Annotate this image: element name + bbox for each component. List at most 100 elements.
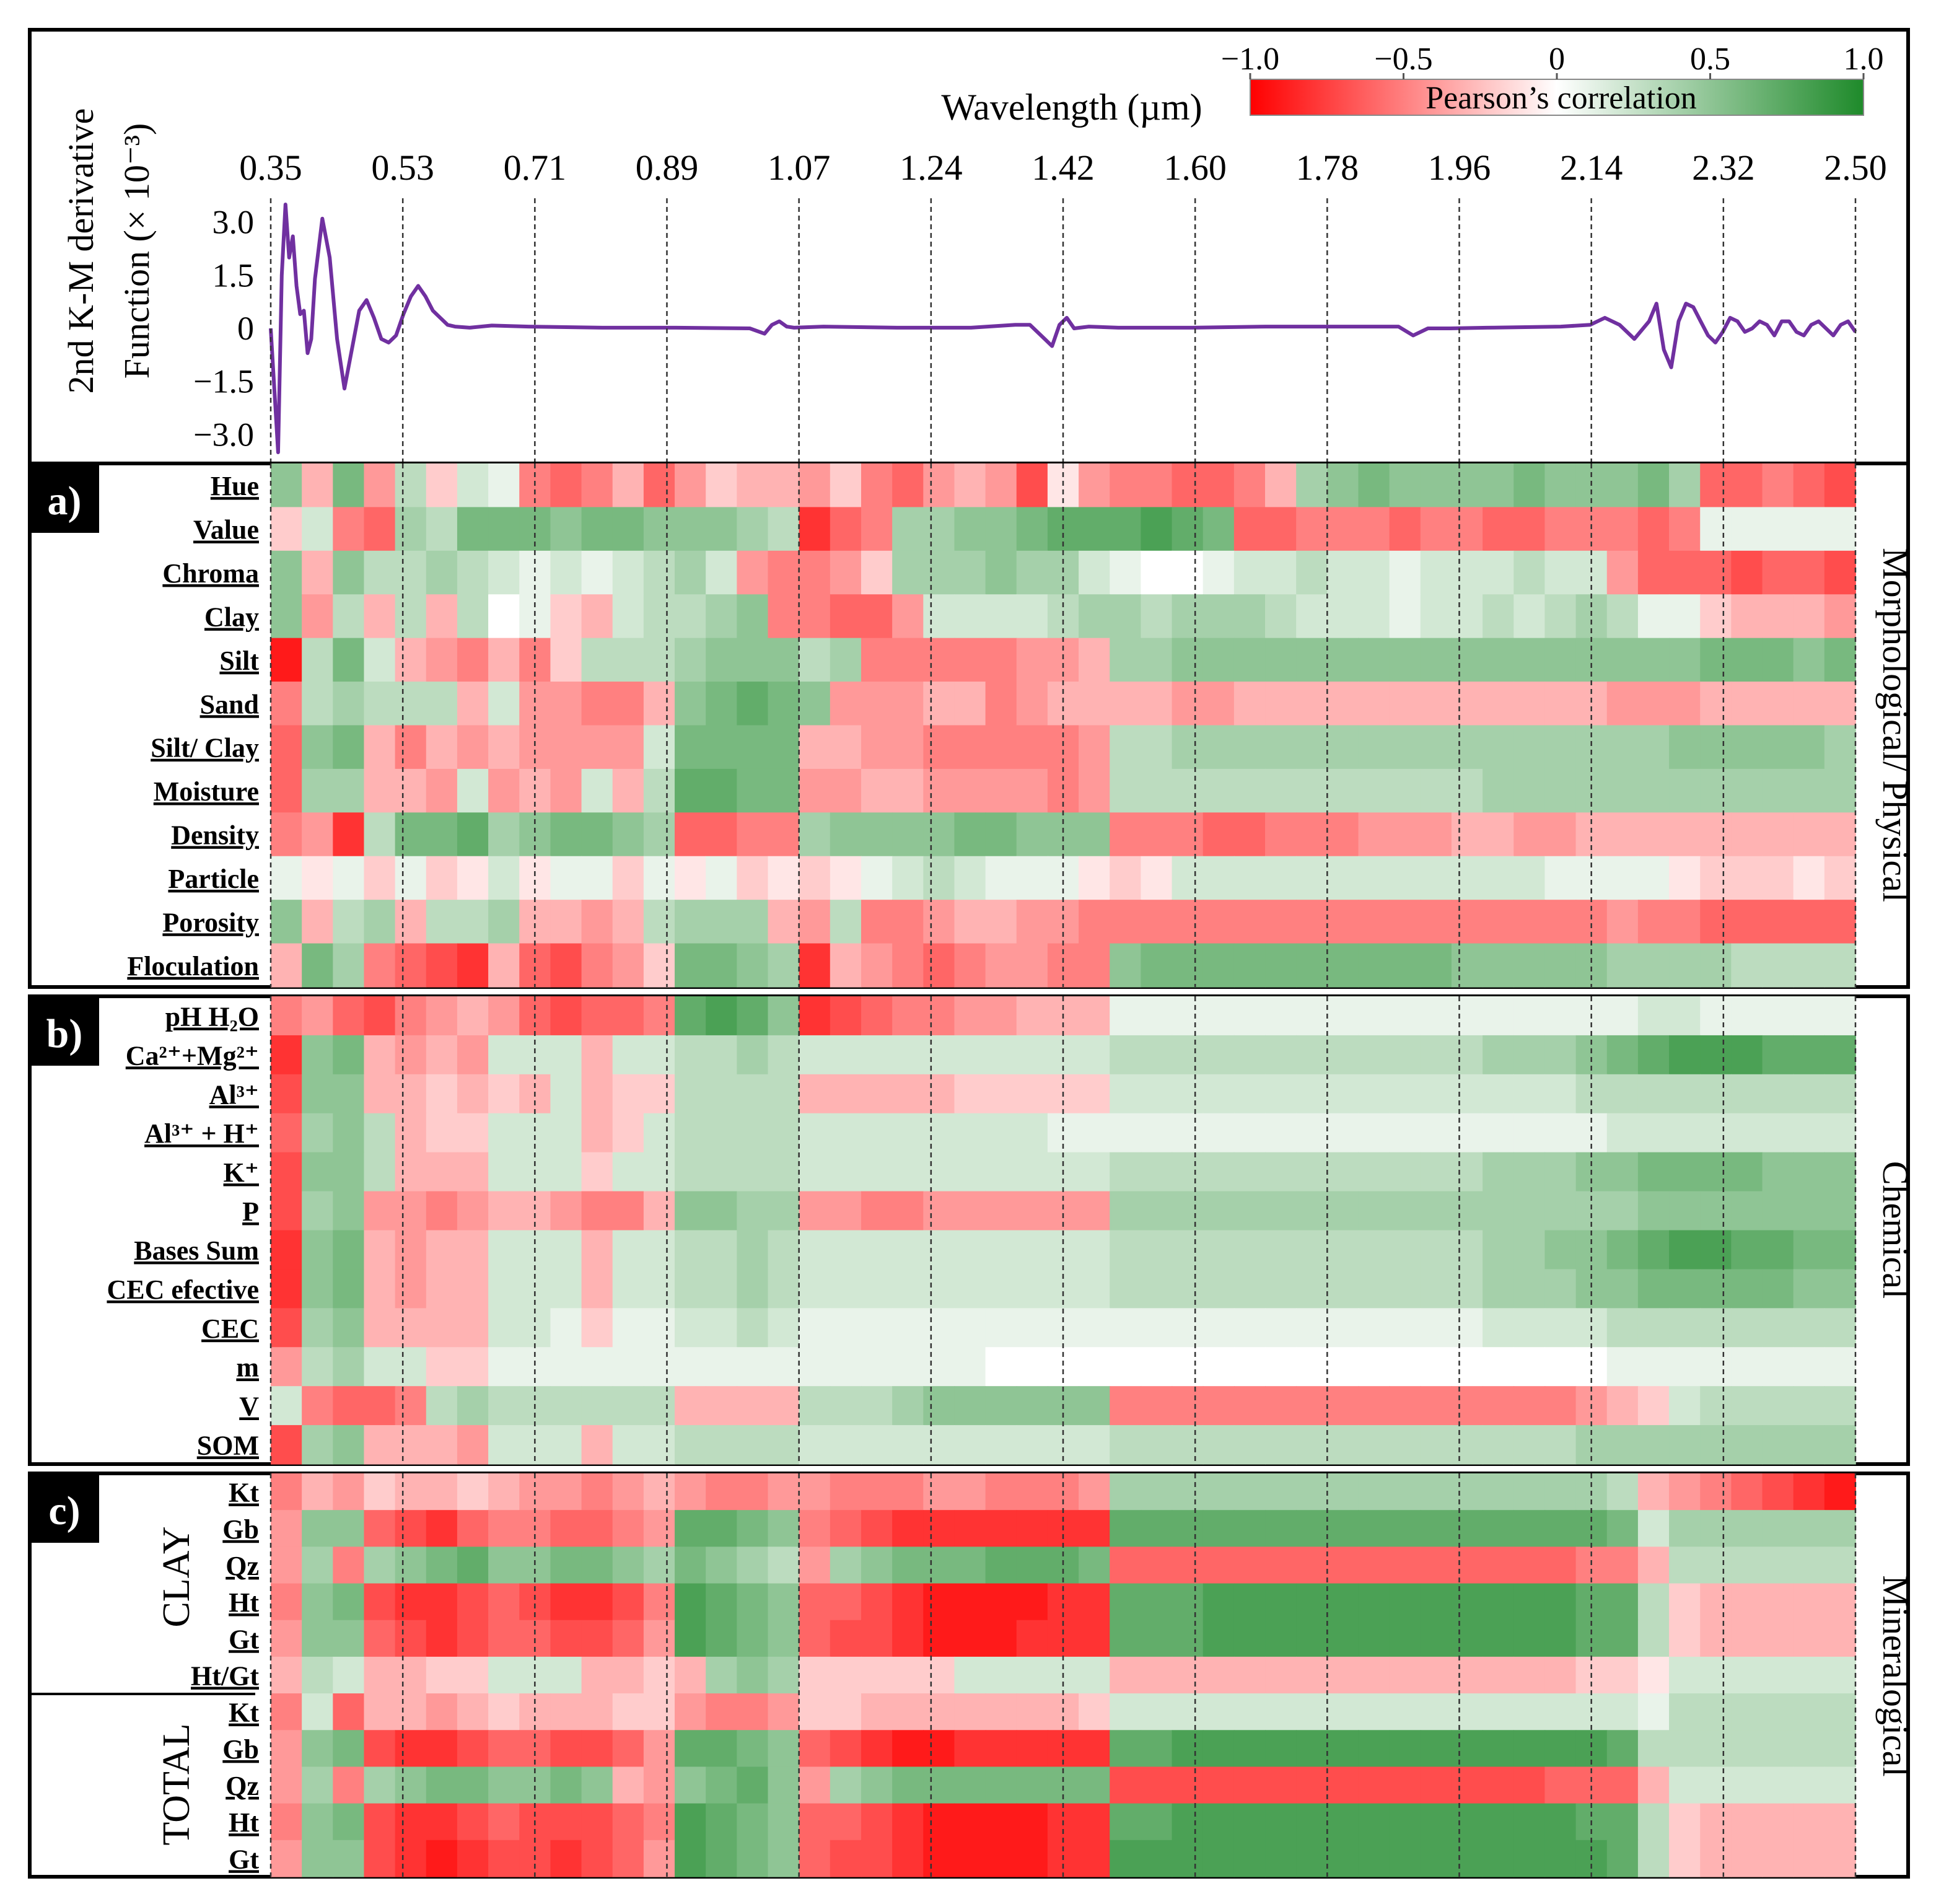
heatmap-cell (302, 1620, 334, 1657)
heatmap-cell (550, 1113, 582, 1153)
heatmap-cell (1079, 1510, 1111, 1547)
heatmap-cell (1637, 1730, 1670, 1768)
heatmap-cell (1172, 1473, 1204, 1511)
heatmap-cell (364, 463, 396, 508)
heatmap-cell (675, 725, 706, 770)
heatmap-cell (1265, 1730, 1297, 1768)
heatmap-cell (706, 996, 738, 1036)
heatmap-cell (302, 1693, 334, 1731)
heatmap-cell (457, 725, 489, 770)
heatmap-cell (1762, 507, 1794, 551)
heatmap-cell (581, 1386, 613, 1426)
heatmap-cell (1731, 682, 1763, 726)
heatmap-cell (426, 1583, 458, 1621)
heatmap-cell (1700, 1191, 1732, 1231)
heatmap-cell (1110, 1035, 1142, 1075)
heatmap-cell (1172, 1766, 1204, 1804)
heatmap-cell (1265, 1425, 1297, 1465)
heatmap-cell (1202, 1620, 1235, 1657)
heatmap-cell (643, 725, 675, 770)
heatmap-cell (1793, 1546, 1825, 1584)
heatmap-cell (1265, 507, 1297, 551)
heatmap-cell (612, 1035, 644, 1075)
heatmap-cell (1700, 1269, 1732, 1309)
heatmap-cell (1637, 1803, 1670, 1841)
heatmap-cell (1110, 507, 1142, 551)
heatmap-cell (1451, 1230, 1483, 1270)
heatmap-cell (1141, 1766, 1173, 1804)
heatmap-cell (1637, 725, 1670, 770)
heatmap-cell (302, 1730, 334, 1768)
heatmap-cell (364, 1425, 396, 1465)
heatmap-cell (1358, 1035, 1390, 1075)
heatmap-cell (643, 1766, 675, 1804)
heatmap-cell (1483, 638, 1515, 682)
heatmap-cell (1762, 1230, 1794, 1270)
heatmap-cell (364, 1766, 396, 1804)
heatmap-cell (1824, 1425, 1856, 1465)
heatmap-cell (830, 1191, 862, 1231)
heatmap-cell (1296, 1347, 1328, 1387)
heatmap-cell (1141, 1269, 1173, 1309)
heatmap-cell (1637, 507, 1670, 551)
heatmap-cell (488, 1074, 520, 1114)
heatmap-cell (675, 1766, 706, 1804)
heatmap-cell (1762, 1113, 1794, 1153)
heatmap-cell (1265, 812, 1297, 857)
heatmap-cell (488, 1113, 520, 1153)
heatmap-cell (1141, 1230, 1173, 1270)
heatmap-cell (1358, 507, 1390, 551)
heatmap-cell (643, 856, 675, 900)
heatmap-cell (1110, 1425, 1142, 1465)
heatmap-cell (861, 463, 893, 508)
heatmap-cell (1731, 1308, 1763, 1348)
heatmap-cell (1700, 1803, 1732, 1841)
heatmap-cell (1110, 1152, 1142, 1192)
heatmap-cell (1389, 812, 1421, 857)
heatmap-cell (426, 638, 458, 682)
row-label: pH H₂O (165, 1002, 259, 1032)
heatmap-cell (1793, 682, 1825, 726)
heatmap-cell (737, 1803, 769, 1841)
heatmap-cell (830, 1473, 862, 1511)
heatmap-cell (271, 725, 302, 770)
heatmap-cell (333, 1693, 365, 1731)
heatmap-cell (1233, 1152, 1266, 1192)
heatmap-cell (1296, 1230, 1328, 1270)
heatmap-cell (1606, 1656, 1639, 1694)
heatmap-cell (923, 1510, 955, 1547)
heatmap-cell (271, 1583, 302, 1621)
heatmap-cell (954, 1473, 986, 1511)
heatmap-cell (830, 1620, 862, 1657)
heatmap-cell (799, 1308, 831, 1348)
heatmap-cell (1265, 856, 1297, 900)
heatmap-cell (1669, 1074, 1701, 1114)
heatmap-cell (1793, 550, 1825, 595)
heatmap-cell (1483, 682, 1515, 726)
heatmap-cell (1202, 1656, 1235, 1694)
heatmap-cell (675, 1152, 706, 1192)
colorbar-ticks: −1.0 −0.5 0 0.5 1.0 (1221, 42, 1884, 79)
heatmap-cell (302, 1425, 334, 1465)
heatmap-cell (1420, 1473, 1452, 1511)
heatmap-cell (1513, 1473, 1546, 1511)
heatmap-cell (1700, 1425, 1732, 1465)
heatmap-cell (488, 1473, 520, 1511)
heatmap-cell (1327, 1308, 1359, 1348)
heatmap-cell (1762, 594, 1794, 639)
heatmap-cell (1327, 682, 1359, 726)
heatmap-cell (1016, 768, 1048, 813)
heatmap-cell (1762, 1546, 1794, 1584)
heatmap-cell (830, 943, 862, 988)
heatmap-cell (333, 1308, 365, 1348)
heatmap-cell (1637, 900, 1670, 944)
heatmap-cell (1172, 1347, 1204, 1387)
heatmap-cell (1669, 682, 1701, 726)
heatmap-cell (1544, 1230, 1577, 1270)
heatmap-cell (1731, 1152, 1763, 1192)
heatmap-cell (271, 1152, 302, 1192)
heatmap-cell (1451, 1191, 1483, 1231)
heatmap-cell (612, 594, 644, 639)
heatmap-cell (1483, 1730, 1515, 1768)
